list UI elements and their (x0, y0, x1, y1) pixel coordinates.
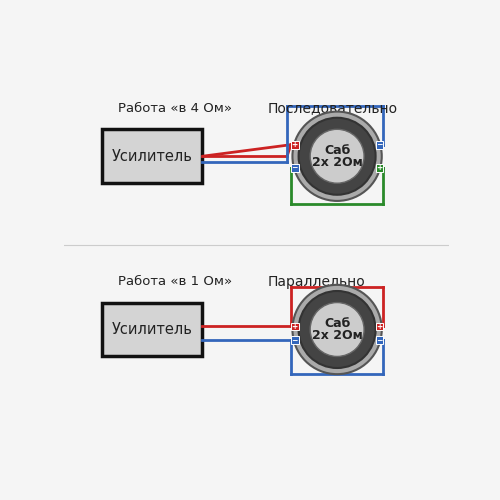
Text: Усилитель: Усилитель (112, 322, 192, 337)
Bar (102, 130, 202, 183)
Text: +: + (292, 140, 298, 149)
Text: −: − (292, 336, 298, 345)
Circle shape (298, 118, 376, 194)
Bar (376, 322, 384, 330)
Text: +: + (376, 164, 382, 172)
Circle shape (298, 291, 376, 368)
Circle shape (292, 112, 382, 201)
Bar (102, 302, 202, 356)
Text: Саб: Саб (324, 144, 350, 156)
Text: 2х 2Ом: 2х 2Ом (312, 156, 362, 169)
Text: Саб: Саб (324, 317, 350, 330)
Text: Работа «в 1 Ом»: Работа «в 1 Ом» (118, 276, 232, 288)
Bar (291, 322, 298, 330)
Bar (376, 141, 384, 148)
Text: Параллельно: Параллельно (268, 275, 366, 289)
Bar (291, 141, 298, 148)
Text: Работа «в 4 Ом»: Работа «в 4 Ом» (118, 102, 232, 115)
Text: Усилитель: Усилитель (112, 149, 192, 164)
Bar (376, 164, 384, 172)
Bar (376, 336, 384, 344)
Circle shape (292, 285, 382, 374)
Text: 2х 2Ом: 2х 2Ом (312, 329, 362, 342)
Text: −: − (376, 336, 382, 345)
Bar (291, 336, 298, 344)
Text: +: + (376, 322, 382, 331)
Text: +: + (292, 322, 298, 331)
Text: −: − (292, 164, 298, 172)
Circle shape (310, 130, 364, 183)
Circle shape (310, 302, 364, 356)
Text: −: − (376, 140, 382, 149)
Bar (291, 164, 298, 172)
Text: Последовательно: Последовательно (268, 102, 398, 116)
